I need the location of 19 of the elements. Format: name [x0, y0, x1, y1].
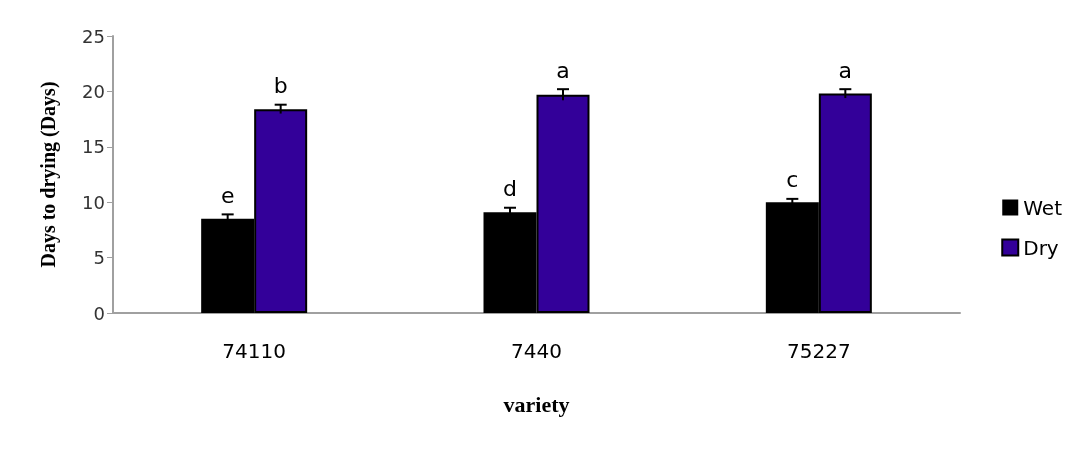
y-tick-label: 15	[82, 136, 105, 158]
annotation: b	[273, 73, 288, 99]
annotation: c	[786, 167, 799, 193]
legend-label: Wet	[1023, 195, 1063, 220]
y-tick-label: 5	[93, 247, 105, 269]
y-tick-label: 0	[93, 302, 105, 324]
legend-label: Dry	[1023, 235, 1059, 260]
x-axis-title: variety	[503, 391, 570, 417]
annotation: a	[556, 57, 570, 83]
annotation: d	[503, 176, 517, 202]
annotation: e	[220, 182, 235, 208]
x-tick-label: 74110	[222, 339, 286, 363]
x-tick-label: 7440	[511, 339, 562, 363]
y-tick-label: 10	[82, 191, 105, 213]
y-axis-title: Days to drying (Days)	[37, 81, 60, 268]
x-tick-label: 75227	[787, 339, 851, 363]
annotation: a	[838, 57, 853, 83]
y-tick-label: 25	[82, 25, 105, 47]
y-tick-label: 20	[82, 80, 105, 102]
